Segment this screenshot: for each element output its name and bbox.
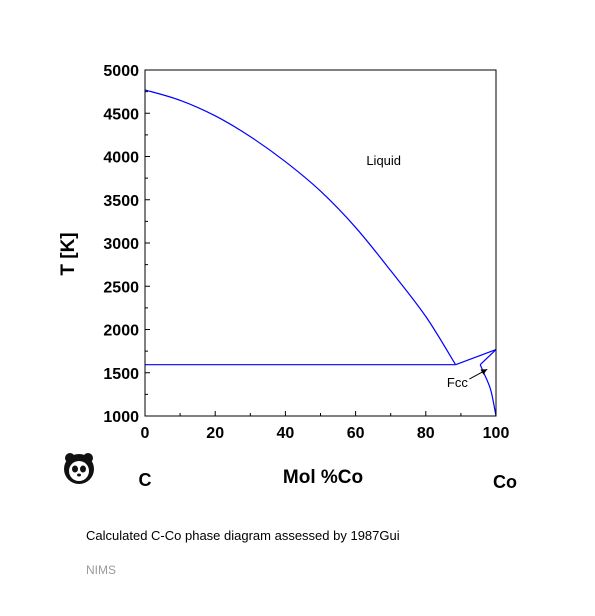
y-tick-label: 3000 xyxy=(103,236,139,253)
x-axis-ticks: 0 20 40 60 80 100 xyxy=(141,411,510,442)
phase-boundary-line-4 xyxy=(479,349,497,366)
panda-logo-icon xyxy=(64,453,94,484)
y-tick-label: 3500 xyxy=(103,193,139,210)
y-tick-label: 4000 xyxy=(103,150,139,167)
figure-caption: Calculated C-Co phase diagram assessed b… xyxy=(86,528,400,543)
phase-boundary-line-1 xyxy=(144,89,457,366)
x-axis-title: Mol %Co xyxy=(283,467,363,488)
y-axis-ticks: 1000 1500 2000 2500 3000 3500 4000 4500 5000 xyxy=(103,63,150,426)
y-tick-label: 1500 xyxy=(103,366,139,383)
phase-boundary-line-3 xyxy=(455,349,497,366)
y-tick-label: 2000 xyxy=(103,323,139,340)
y-tick-label: 1000 xyxy=(103,409,139,426)
y-tick-label: 5000 xyxy=(103,63,139,80)
x-tick-label: 80 xyxy=(417,425,435,442)
plot-lines xyxy=(144,89,497,417)
x-tick-label: 40 xyxy=(277,425,295,442)
x-tick-label: 20 xyxy=(206,425,224,442)
footer-source: NIMS xyxy=(86,563,116,577)
y-tick-label: 4500 xyxy=(103,106,139,123)
x-tick-label: 100 xyxy=(483,425,510,442)
right-end-label: Co xyxy=(493,472,517,492)
region-label-fcc: Fcc xyxy=(447,375,468,390)
annotations: Liquid Fcc xyxy=(366,153,488,390)
x-tick-label: 0 xyxy=(141,425,150,442)
plot-frame xyxy=(144,69,497,417)
y-tick-label: 2500 xyxy=(103,279,139,296)
region-label-liquid: Liquid xyxy=(366,153,401,168)
x-tick-label: 60 xyxy=(347,425,365,442)
y-axis-title: T [K] xyxy=(58,232,79,275)
phase-boundary-line-5 xyxy=(479,364,497,417)
left-end-label: C xyxy=(139,470,152,490)
annotation-arrow-head xyxy=(480,369,488,375)
